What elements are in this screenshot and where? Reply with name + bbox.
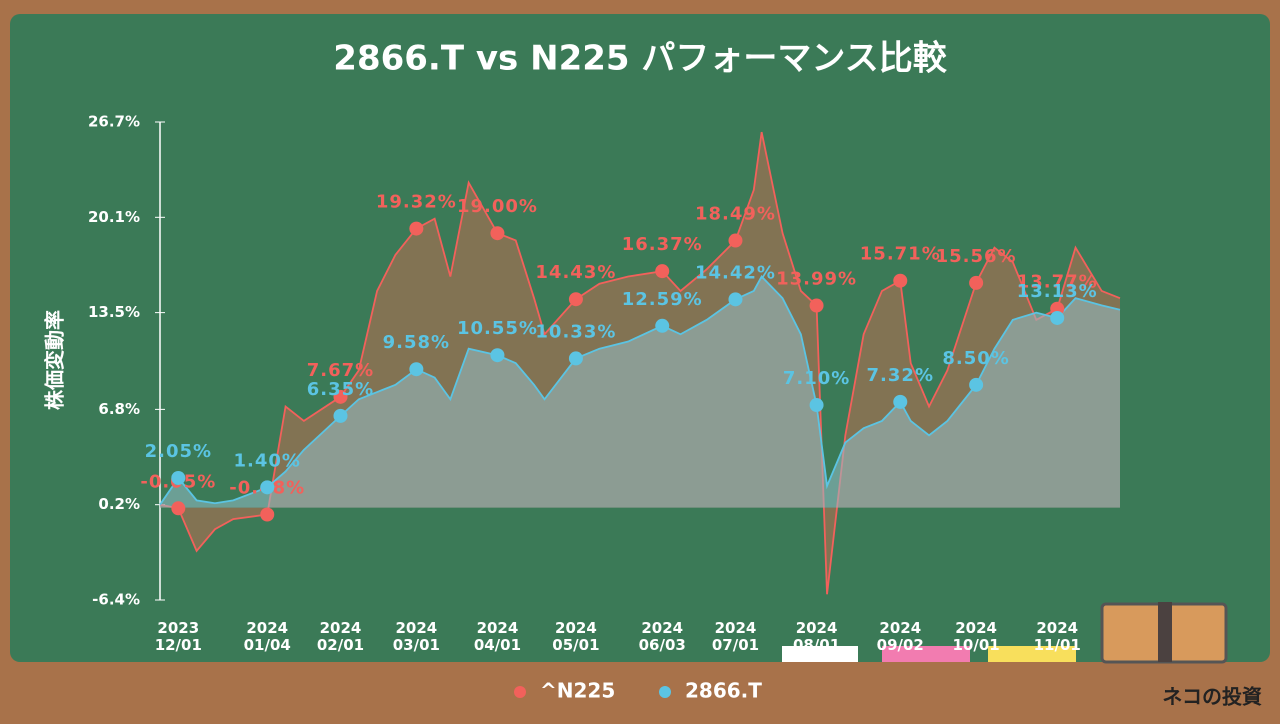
marker (171, 470, 186, 485)
marker (655, 264, 670, 279)
y-tick-label: 13.5% (88, 303, 140, 321)
data-label: 8.50% (942, 348, 1009, 369)
x-tick-label: 2024 08/01 (793, 619, 840, 654)
marker (728, 233, 743, 248)
data-label: 15.56% (936, 246, 1017, 267)
data-label: 13.77% (1017, 272, 1098, 293)
chalk (882, 646, 970, 662)
marker (260, 480, 275, 495)
line (159, 131, 1121, 595)
x-tick-label: 2024 01/04 (244, 619, 291, 654)
data-label: 2.05% (145, 441, 212, 462)
y-tick-label: 20.1% (88, 208, 140, 226)
marker (260, 507, 275, 522)
x-tick-label: 2024 10/01 (953, 619, 1000, 654)
data-label: 18.49% (695, 204, 776, 225)
data-label: 12.59% (622, 289, 703, 310)
data-label: 10.33% (535, 321, 616, 342)
marker (333, 408, 348, 423)
marker (409, 362, 424, 377)
legend-marker (659, 686, 671, 698)
data-label: 14.42% (695, 262, 776, 283)
marker (893, 394, 908, 409)
marker (969, 377, 984, 392)
line (159, 275, 1121, 506)
legend-label: ^N225 (540, 679, 615, 703)
data-label: 7.67% (307, 360, 374, 381)
data-label: 19.00% (457, 196, 538, 217)
x-tick-label: 2024 06/03 (639, 619, 686, 654)
data-label: 9.58% (383, 332, 450, 353)
x-tick-label: 2024 07/01 (712, 619, 759, 654)
x-tick-label: 2024 04/01 (474, 619, 521, 654)
marker (568, 292, 583, 307)
x-tick-label: 2024 11/01 (1034, 619, 1081, 654)
data-label: 6.35% (307, 379, 374, 400)
data-label: 15.71% (860, 244, 941, 265)
marker (409, 221, 424, 236)
marker (893, 273, 908, 288)
area (160, 276, 1120, 508)
marker (1050, 310, 1065, 325)
x-tick-label: 2024 02/01 (317, 619, 364, 654)
marker (568, 351, 583, 366)
watermark: ネコの投資 (1162, 685, 1262, 709)
data-label: 7.10% (783, 368, 850, 389)
chalk (782, 646, 858, 662)
marker (171, 501, 186, 516)
y-tick-label: 6.8% (98, 400, 140, 418)
marker (969, 275, 984, 290)
y-tick-label: 0.2% (98, 495, 140, 513)
marker (490, 226, 505, 241)
data-label: 16.37% (622, 234, 703, 255)
y-axis-label: 株価変動率 (43, 310, 67, 410)
marker (809, 298, 824, 313)
x-tick-label: 2024 09/02 (877, 619, 924, 654)
eraser-band (1158, 602, 1172, 662)
chart-title: 2866.T vs N225 パフォーマンス比較 (333, 39, 947, 79)
x-tick-label: 2023 12/01 (155, 619, 202, 654)
marker (809, 398, 824, 413)
marker (655, 318, 670, 333)
data-label: 13.13% (1017, 281, 1098, 302)
x-tick-label: 2024 05/01 (552, 619, 599, 654)
legend-label: 2866.T (685, 679, 762, 703)
marker (490, 348, 505, 363)
x-tick-label: 2024 03/01 (393, 619, 440, 654)
marker (728, 292, 743, 307)
data-label: 14.43% (535, 262, 616, 283)
data-label: 1.40% (234, 450, 301, 471)
chalk (988, 646, 1076, 662)
marker (333, 389, 348, 404)
data-label: 13.99% (776, 269, 857, 290)
y-tick-label: -6.4% (92, 591, 140, 609)
data-label: 10.55% (457, 318, 538, 339)
data-label: 7.32% (867, 365, 934, 386)
y-tick-label: 26.7% (88, 113, 140, 131)
data-label: 19.32% (376, 192, 457, 213)
legend-marker (514, 686, 526, 698)
